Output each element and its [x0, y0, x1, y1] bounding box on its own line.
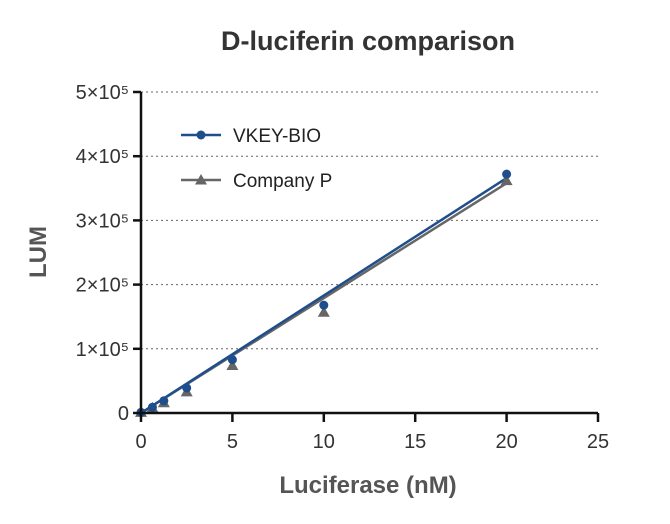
x-ticks: 0 5 10 15 20 25 — [135, 413, 609, 453]
x-tick-label: 5 — [227, 431, 238, 453]
point-vkey-bio — [182, 383, 192, 393]
x-tick-label: 10 — [313, 431, 335, 453]
point-company-p — [226, 359, 239, 370]
point-vkey-bio — [159, 396, 169, 406]
point-vkey-bio — [227, 355, 237, 365]
legend-marker — [196, 130, 206, 140]
legend: VKEY-BIO Company P — [181, 126, 332, 192]
legend-item-company-p: Company P — [181, 171, 332, 192]
legend-marker — [195, 174, 207, 185]
x-tick-label: 25 — [587, 431, 609, 453]
x-tick-label: 20 — [495, 431, 517, 453]
x-tick-label: 0 — [135, 431, 146, 453]
legend-item-vkey-bio: VKEY-BIO — [181, 126, 321, 147]
grid — [141, 91, 598, 350]
y-tick-label: 1×10⁵ — [76, 339, 129, 361]
point-company-p — [317, 306, 330, 317]
y-ticks: 0 1×10⁵ 2×10⁵ 3×10⁵ 4×10⁵ 5×10⁵ — [76, 82, 141, 425]
x-tick-label: 15 — [404, 431, 426, 453]
y-tick-label: 2×10⁵ — [76, 275, 129, 297]
y-tick-label: 3×10⁵ — [76, 210, 129, 232]
y-tick-label: 5×10⁵ — [76, 82, 129, 104]
point-company-p — [500, 174, 513, 186]
y-tick-label: 0 — [118, 403, 129, 425]
y-axis-label: LUM — [25, 226, 52, 278]
fit-lines — [140, 176, 508, 415]
fit-line-vkey-bio — [140, 176, 508, 415]
legend-label: VKEY-BIO — [233, 126, 321, 147]
point-vkey-bio — [147, 402, 157, 412]
x-axis-label: Luciferase (nM) — [279, 472, 456, 499]
point-vkey-bio — [502, 169, 512, 179]
chart-title: D-luciferin comparison — [221, 26, 515, 56]
point-vkey-bio — [319, 300, 329, 310]
y-tick-label: 4×10⁵ — [76, 146, 129, 168]
legend-label: Company P — [233, 171, 332, 192]
